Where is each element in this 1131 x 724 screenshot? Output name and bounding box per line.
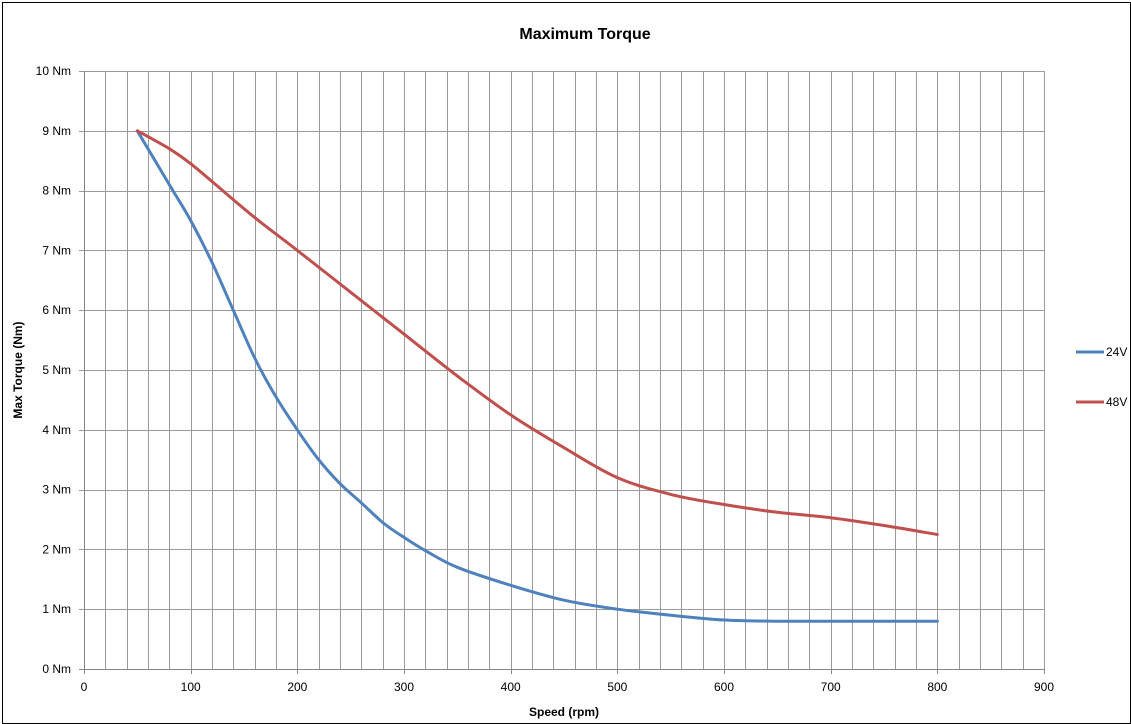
legend: 24V 48V (1076, 345, 1127, 409)
series-line-48v (135, 129, 939, 536)
y-tick-label: 3 Nm (42, 483, 71, 497)
x-axis-tick-labels: 0 100 200 300 400 500 600 700 800 900 (81, 680, 1055, 694)
chart-title: Maximum Torque (519, 26, 650, 43)
y-tick-label: 5 Nm (42, 363, 71, 377)
legend-label-48v: 48V (1106, 395, 1127, 409)
y-tick-label: 4 Nm (42, 423, 71, 437)
y-axis-title: Max Torque (Nm) (11, 321, 25, 418)
x-tick-label: 0 (81, 680, 88, 694)
x-tick-label: 400 (501, 680, 521, 694)
x-tick-label: 200 (287, 680, 307, 694)
y-tick-label: 0 Nm (42, 662, 71, 676)
plot-area-border (79, 71, 1045, 674)
x-tick-label: 800 (927, 680, 947, 694)
data-series (135, 129, 939, 623)
y-tick-label: 7 Nm (42, 243, 71, 257)
y-axis-tick-labels: 0 Nm 1 Nm 2 Nm 3 Nm 4 Nm 5 Nm 6 Nm 7 Nm 8 Nm 9 Nm… (36, 64, 71, 676)
x-tick-label: 100 (181, 680, 201, 694)
y-tick-label: 10 Nm (36, 64, 71, 78)
x-tick-label: 600 (714, 680, 734, 694)
x-tick-label: 900 (1034, 680, 1054, 694)
y-tick-label: 1 Nm (42, 602, 71, 616)
x-tick-label: 300 (394, 680, 414, 694)
y-tick-label: 9 Nm (42, 124, 71, 138)
y-tick-label: 6 Nm (42, 303, 71, 317)
x-axis-title: Speed (rpm) (529, 705, 599, 719)
legend-label-24v: 24V (1106, 345, 1127, 359)
gridlines (79, 71, 1045, 670)
x-tick-label: 500 (607, 680, 627, 694)
x-tick-label: 700 (821, 680, 841, 694)
y-tick-label: 2 Nm (42, 542, 71, 556)
series-line-24v (135, 129, 939, 623)
y-tick-label: 8 Nm (42, 184, 71, 198)
